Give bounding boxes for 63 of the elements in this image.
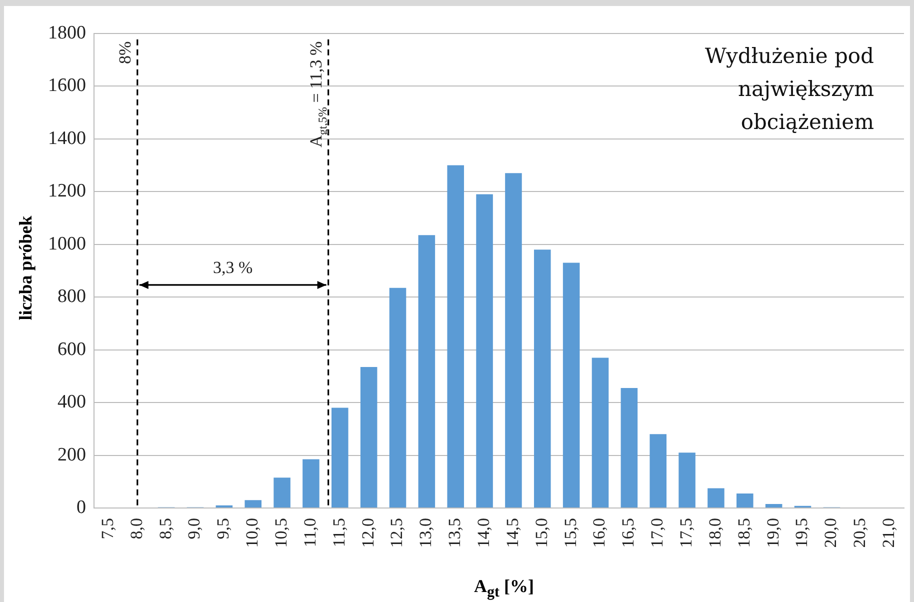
bar [332,408,348,508]
x-tick-label: 16,5 [618,518,638,548]
x-tick-label: 12,5 [387,518,406,548]
x-tick-label: 10,5 [272,518,291,548]
bar [302,459,320,508]
bar [678,452,696,508]
x-tick-label: 8,0 [126,518,146,540]
bar [274,478,290,508]
x-tick-label: 19,0 [763,518,782,548]
y-tick-label: 1800 [48,22,86,44]
x-tick-label: 7,5 [98,518,117,540]
x-axis-title: A$_{gt}$ [%] [474,576,534,602]
bar [708,488,724,508]
y-axis-title: liczba próbek [16,216,36,320]
bar [534,250,551,508]
x-tick-label: 15,5 [560,518,580,548]
annotation: 3,3 % [213,258,253,277]
text: Wydłużenie pod największym obciążeniem [704,43,874,136]
bar [476,194,493,508]
x-tick-label: 9,0 [184,518,204,540]
x-tick-label: 9,5 [214,518,233,540]
bar [447,165,464,508]
bar [736,494,754,508]
x-tick-label: 15,0 [532,518,551,548]
y-tick-label: 1200 [48,180,86,202]
x-tick-label: 17,0 [648,518,667,548]
x-tick-label: 11,0 [300,518,320,548]
x-tick-label: 12,0 [358,518,378,548]
bar [244,500,262,508]
y-tick-label: 800 [58,286,86,308]
bar [650,434,666,508]
x-tick-label: 14,0 [474,518,494,548]
x-tick-label: 13,5 [445,518,464,548]
x-tick-label: 17,5 [676,518,696,548]
y-tick-label: 600 [58,338,86,360]
x-tick-label: 18,5 [734,518,754,548]
y-tick-label: 1000 [48,233,86,254]
bar [360,366,378,508]
y-tick-label: 200 [58,444,86,466]
bar [505,173,522,508]
x-tick-label: 21,0 [879,518,898,548]
ref-line-label: 8% [115,41,134,64]
x-tick-label: 18,0 [705,518,724,548]
x-tick-label: 10,0 [242,518,262,548]
bar [592,358,609,508]
y-tick-label: 400 [58,392,86,413]
bar [765,504,782,508]
ref-line-label: Agt,5% = 11,3 % [306,41,330,148]
y-tick-label: 1600 [48,75,86,96]
x-tick-label: 14,5 [502,518,522,548]
y-tick-label: 1400 [48,128,86,149]
x-tick-label: 19,5 [792,518,812,548]
bar [562,262,580,508]
x-tick-label: 13,0 [416,518,436,548]
x-tick-label: 11,5 [329,518,348,548]
bar [620,388,638,508]
x-tick-label: 8,5 [156,518,175,540]
y-tick-label: 0 [76,496,86,518]
bar [418,235,436,508]
x-tick-label: 20,0 [821,518,840,548]
x-tick-label: 16,0 [590,518,609,548]
bar [389,288,406,508]
x-tick-label: 20,5 [850,518,870,548]
